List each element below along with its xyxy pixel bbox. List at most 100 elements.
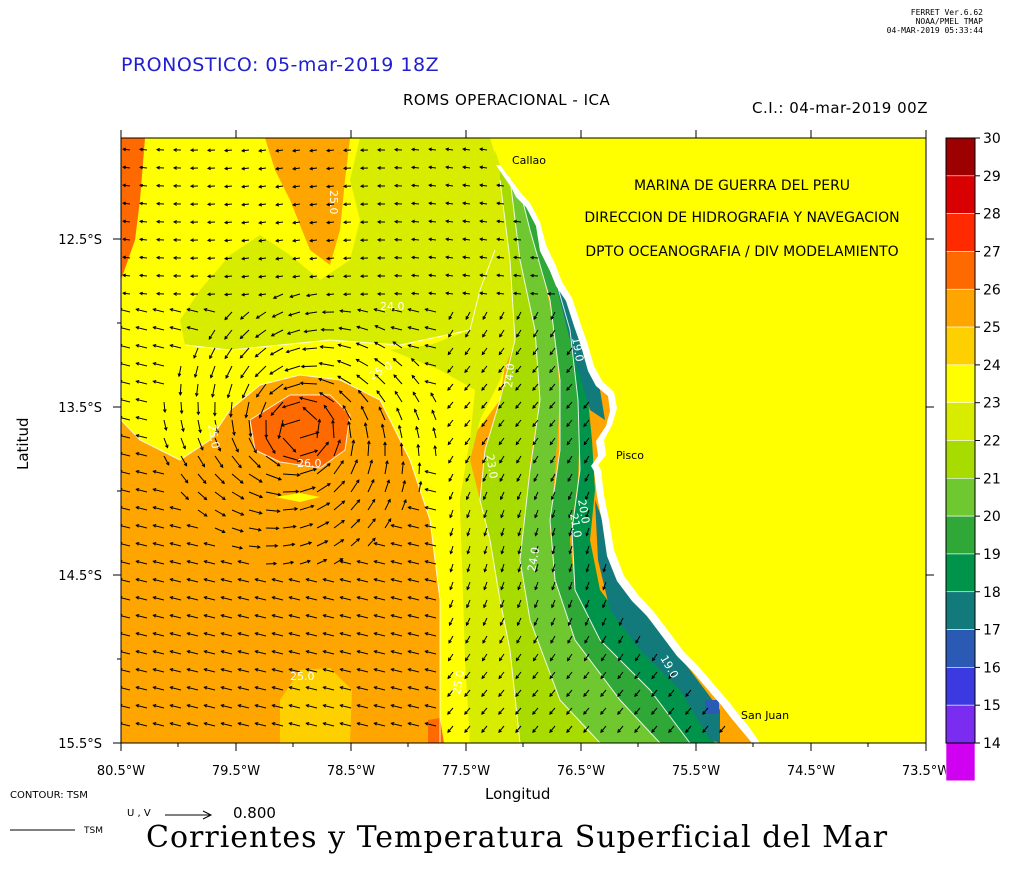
current-vector-head <box>445 273 450 278</box>
current-vector-head <box>169 524 174 528</box>
current-vector-head <box>445 291 450 296</box>
color-scale-label: 16 <box>983 660 1001 676</box>
current-vector <box>293 185 301 188</box>
sst-23-tongue <box>180 138 500 350</box>
current-vector <box>214 491 226 500</box>
current-vector-head <box>169 686 174 690</box>
current-vector-head <box>602 604 606 609</box>
current-vector <box>316 521 329 529</box>
current-vector-head <box>447 729 451 734</box>
current-vector-head <box>416 443 421 448</box>
current-vector-head <box>186 686 191 690</box>
current-vector <box>446 256 454 259</box>
color-scale-swatch <box>945 515 976 555</box>
current-vector-head <box>239 528 244 533</box>
current-vector-head <box>393 237 398 242</box>
current-vector-head <box>239 480 244 484</box>
current-vector-head <box>585 568 590 573</box>
current-vector-head <box>256 545 261 549</box>
current-vector-head <box>198 429 202 434</box>
current-vector <box>272 632 284 637</box>
current-vector-head <box>359 148 364 152</box>
current-vector <box>367 537 376 547</box>
current-vector-head <box>319 345 324 349</box>
current-vector-head <box>172 202 177 206</box>
current-vector-head <box>533 316 537 321</box>
current-vector <box>550 635 556 644</box>
current-vector <box>153 470 165 475</box>
current-vector-head <box>465 459 469 464</box>
current-vector <box>411 292 420 295</box>
current-vector <box>481 383 488 391</box>
current-vector <box>566 383 573 391</box>
current-vector <box>566 707 573 715</box>
current-vector <box>374 542 386 547</box>
current-vector <box>464 401 471 409</box>
current-vector-head <box>203 650 208 654</box>
current-vector-head <box>135 578 140 582</box>
current-vector-head <box>568 550 573 555</box>
current-vector <box>123 220 131 223</box>
current-vector <box>293 257 301 260</box>
current-vector <box>285 365 301 372</box>
current-vector <box>153 380 165 385</box>
current-vector-head <box>241 220 245 225</box>
current-vector <box>498 347 505 355</box>
current-vector-head <box>387 498 391 503</box>
current-vector <box>480 148 488 151</box>
current-vector-head <box>483 586 487 591</box>
x-tick: 78.5°W <box>327 764 375 779</box>
current-vector-head <box>481 711 485 715</box>
current-vector <box>498 689 505 697</box>
current-vector <box>242 383 250 398</box>
current-vector <box>238 632 250 637</box>
current-vector-head <box>280 423 285 427</box>
current-vector-head <box>534 568 539 573</box>
current-vector <box>204 578 216 583</box>
current-vector <box>265 437 276 454</box>
current-vector-head <box>342 202 347 207</box>
current-vector <box>384 518 392 529</box>
current-vector-head <box>567 622 572 627</box>
current-vector-head <box>206 148 211 153</box>
current-vector-head <box>447 693 451 698</box>
current-vector-head <box>186 668 191 672</box>
current-vector-head <box>271 668 276 672</box>
current-vector <box>323 686 335 691</box>
current-vector <box>463 166 471 169</box>
current-vector <box>408 326 420 331</box>
current-vector-head <box>464 693 468 698</box>
current-vector <box>392 341 403 349</box>
current-vector <box>224 329 233 340</box>
current-vector <box>433 427 437 439</box>
current-vector <box>310 275 318 278</box>
current-vector <box>289 596 301 601</box>
current-vector <box>136 506 148 511</box>
current-vector <box>333 480 345 493</box>
current-vector-head <box>288 578 293 582</box>
current-vector <box>272 722 284 727</box>
current-vector-head <box>172 166 177 170</box>
current-vector <box>549 725 556 733</box>
current-vector <box>180 401 183 414</box>
current-vector-head <box>189 256 194 260</box>
current-vector <box>513 292 522 295</box>
current-vector-head <box>356 668 361 672</box>
current-vector-head <box>668 693 672 698</box>
current-vector-head <box>496 291 501 296</box>
current-vector <box>483 581 488 590</box>
current-vector-head <box>258 256 263 261</box>
current-vector-head <box>155 273 160 278</box>
current-vector-head <box>549 711 553 715</box>
current-vector-head <box>203 668 208 672</box>
current-vector <box>425 560 437 565</box>
current-vector-head <box>482 622 487 627</box>
current-vector-head <box>533 622 538 627</box>
current-vector <box>270 401 284 416</box>
current-vector <box>567 473 573 482</box>
current-vector <box>333 460 344 475</box>
current-vector-head <box>431 409 435 414</box>
current-vector <box>248 491 263 498</box>
current-vector-head <box>410 201 415 206</box>
current-vector-head <box>517 514 521 519</box>
